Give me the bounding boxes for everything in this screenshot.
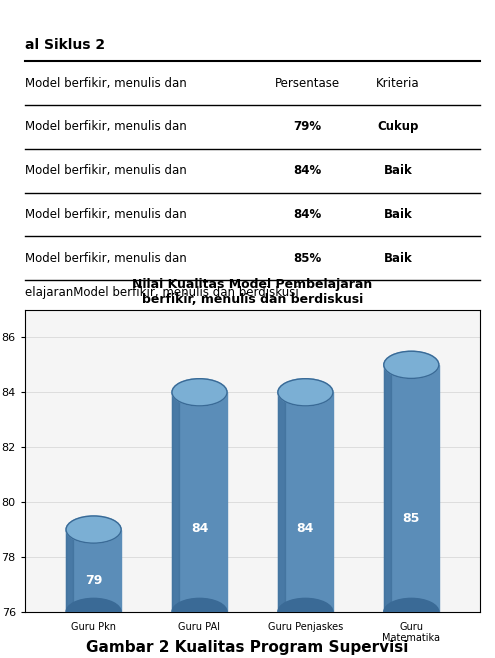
Text: Model berfikir, menulis dan: Model berfikir, menulis dan (25, 208, 187, 221)
Ellipse shape (172, 379, 227, 406)
Ellipse shape (66, 516, 121, 543)
Bar (172, 392, 227, 612)
Text: al Siklus 2: al Siklus 2 (25, 38, 105, 51)
Text: Kriteria: Kriteria (376, 76, 420, 89)
Bar (172, 392, 179, 612)
Text: 85%: 85% (293, 252, 321, 265)
Ellipse shape (384, 598, 439, 626)
Text: 84%: 84% (293, 208, 321, 221)
Ellipse shape (172, 598, 227, 626)
Bar (278, 392, 285, 612)
Text: 84: 84 (297, 522, 314, 535)
Text: 85: 85 (402, 511, 420, 524)
Ellipse shape (384, 351, 439, 378)
Text: Model berfikir, menulis dan: Model berfikir, menulis dan (25, 120, 187, 134)
Bar (66, 530, 73, 612)
Text: Baik: Baik (384, 164, 412, 177)
Text: Gambar 2 Kualitas Program Supervisi: Gambar 2 Kualitas Program Supervisi (86, 640, 409, 655)
Text: Persentase: Persentase (275, 76, 340, 89)
Text: elajaranModel berfikir, menulis dan berdiskusi: elajaranModel berfikir, menulis dan berd… (25, 286, 298, 299)
Text: Baik: Baik (384, 252, 412, 265)
Bar (384, 365, 391, 612)
Text: Cukup: Cukup (378, 120, 419, 134)
Text: Model berfikir, menulis dan: Model berfikir, menulis dan (25, 252, 187, 265)
Text: 79%: 79% (293, 120, 321, 134)
Title: Nilai Kualitas Model Pembelajaran
berfikir, menulis dan berdiskusi: Nilai Kualitas Model Pembelajaran berfik… (132, 278, 373, 306)
Bar (278, 392, 333, 612)
Text: Model berfikir, menulis dan: Model berfikir, menulis dan (25, 164, 187, 177)
Text: Baik: Baik (384, 208, 412, 221)
Ellipse shape (66, 598, 121, 626)
Bar (384, 365, 439, 612)
Text: Model berfikir, menulis dan: Model berfikir, menulis dan (25, 76, 187, 89)
Text: 84%: 84% (293, 164, 321, 177)
Ellipse shape (278, 598, 333, 626)
Bar (66, 530, 121, 612)
Ellipse shape (278, 379, 333, 406)
Text: 79: 79 (85, 574, 102, 587)
Text: 84: 84 (191, 522, 208, 535)
